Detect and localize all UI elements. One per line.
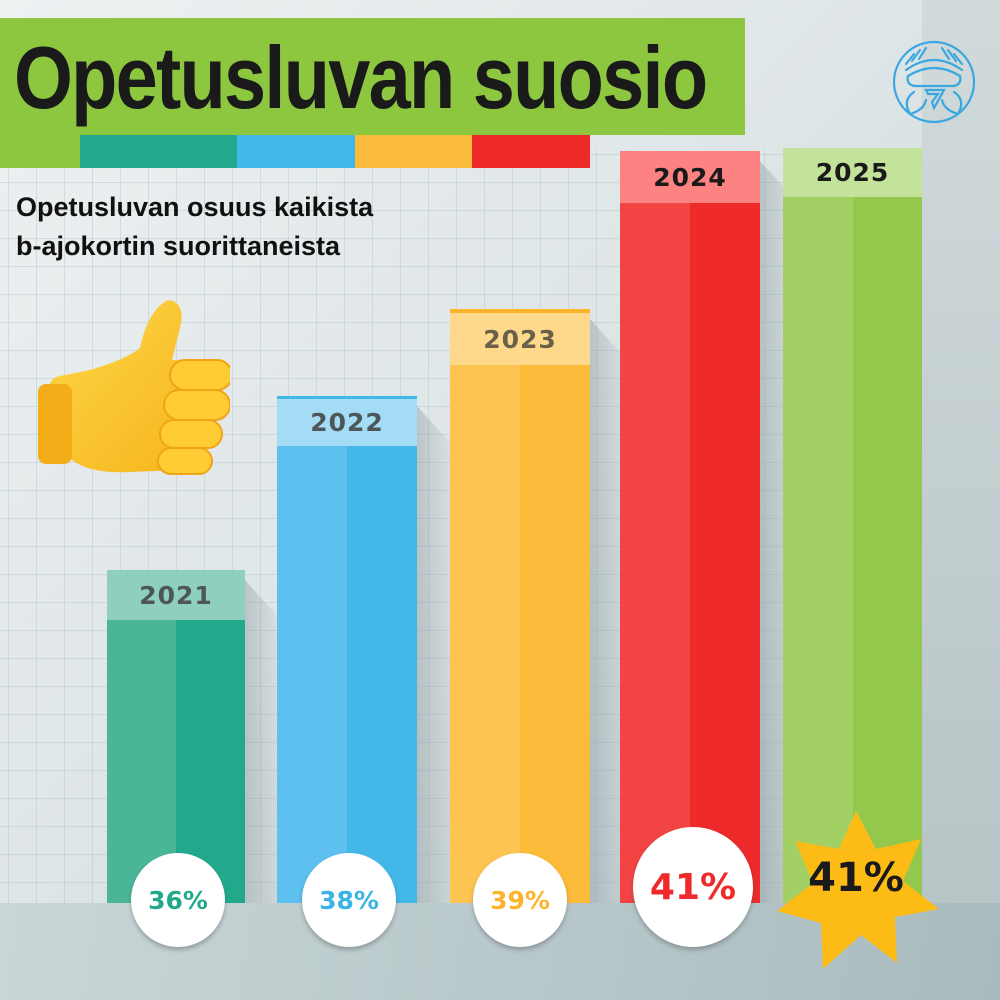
- bar-body: [450, 365, 590, 903]
- color-strip-teal: [80, 135, 237, 168]
- percentage-badge-2025: 41%: [808, 855, 904, 901]
- steering-wheel-logo-icon: [892, 40, 976, 124]
- subtitle-line-1: Opetusluvan osuus kaikista: [16, 192, 374, 222]
- percentage-badge-2022: 38%: [302, 853, 396, 947]
- color-strip-green: [0, 135, 80, 168]
- bar-year-label: 2021: [107, 570, 245, 620]
- percentage-badge-2021: 36%: [131, 853, 225, 947]
- page-title: Opetusluvan suosio: [14, 28, 708, 127]
- bar-2025: 2025: [783, 148, 922, 903]
- star-burst-icon: [777, 811, 939, 969]
- bar-2022: 2022: [277, 396, 453, 903]
- thumbs-up-icon: [38, 300, 230, 475]
- bar-year-label: 2024: [620, 151, 760, 203]
- bar-shadow: [417, 406, 453, 903]
- color-strip-blue: [237, 135, 355, 168]
- bar-shadow: [245, 580, 281, 903]
- bar-year-label: 2022: [277, 396, 417, 446]
- bar-year-label: 2025: [783, 148, 922, 197]
- title-banner: Opetusluvan suosio: [0, 18, 745, 135]
- background-wall: [922, 0, 1000, 903]
- bar-2024: 2024: [620, 151, 796, 903]
- bar-2023: 2023: [450, 309, 626, 903]
- bar-body: [783, 197, 922, 903]
- bar-year-label: 2023: [450, 309, 590, 365]
- percentage-badge-2023: 39%: [473, 853, 567, 947]
- percentage-badge-2024: 41%: [633, 827, 753, 947]
- color-strip-red: [472, 135, 590, 168]
- color-strip-yellow: [355, 135, 472, 168]
- bar-body: [620, 203, 760, 903]
- bar-body: [277, 446, 417, 903]
- chart-subtitle: Opetusluvan osuus kaikista b-ajokortin s…: [16, 188, 373, 266]
- subtitle-line-2: b-ajokortin suorittaneista: [16, 231, 341, 261]
